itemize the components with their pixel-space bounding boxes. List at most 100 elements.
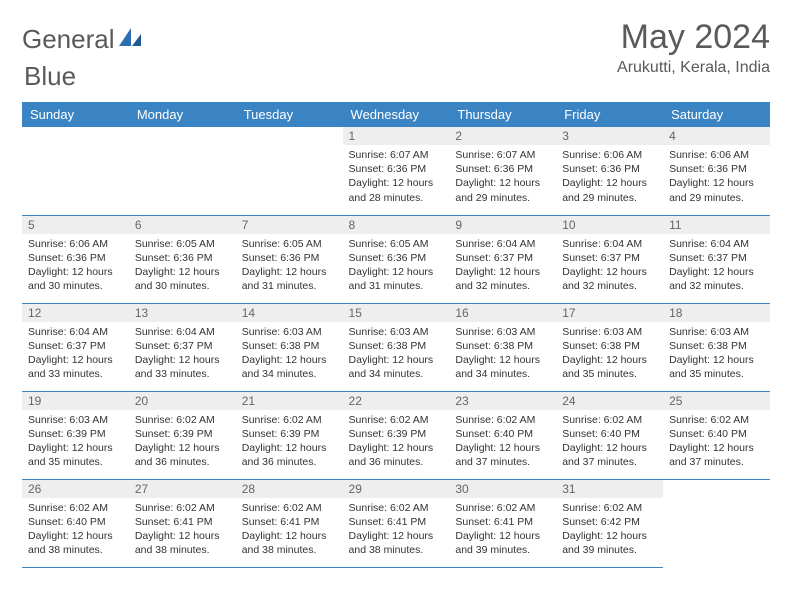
- day-number: 9: [449, 216, 556, 234]
- day-cell: 4Sunrise: 6:06 AMSunset: 6:36 PMDaylight…: [663, 127, 770, 215]
- sunset-line: Sunset: 6:39 PM: [28, 427, 123, 441]
- day-cell: 24Sunrise: 6:02 AMSunset: 6:40 PMDayligh…: [556, 391, 663, 479]
- sunset-line: Sunset: 6:37 PM: [135, 339, 230, 353]
- sunset-line: Sunset: 6:42 PM: [562, 515, 657, 529]
- sunset-line: Sunset: 6:38 PM: [669, 339, 764, 353]
- sunset-line: Sunset: 6:37 PM: [28, 339, 123, 353]
- day-cell: 6Sunrise: 6:05 AMSunset: 6:36 PMDaylight…: [129, 215, 236, 303]
- day-number: 23: [449, 392, 556, 410]
- sunrise-line: Sunrise: 6:02 AM: [349, 413, 444, 427]
- sunrise-line: Sunrise: 6:02 AM: [349, 501, 444, 515]
- day-number: 20: [129, 392, 236, 410]
- sunset-line: Sunset: 6:40 PM: [28, 515, 123, 529]
- day-number: 2: [449, 127, 556, 145]
- sunset-line: Sunset: 6:36 PM: [28, 251, 123, 265]
- day-number: 22: [343, 392, 450, 410]
- daylight-line: Daylight: 12 hours and 29 minutes.: [455, 176, 550, 204]
- day-number: 16: [449, 304, 556, 322]
- sunset-line: Sunset: 6:39 PM: [349, 427, 444, 441]
- day-body: Sunrise: 6:02 AMSunset: 6:41 PMDaylight:…: [449, 498, 556, 562]
- daylight-line: Daylight: 12 hours and 29 minutes.: [669, 176, 764, 204]
- daylight-line: Daylight: 12 hours and 36 minutes.: [135, 441, 230, 469]
- sunrise-line: Sunrise: 6:02 AM: [28, 501, 123, 515]
- sunset-line: Sunset: 6:39 PM: [135, 427, 230, 441]
- sunrise-line: Sunrise: 6:02 AM: [135, 413, 230, 427]
- daylight-line: Daylight: 12 hours and 34 minutes.: [455, 353, 550, 381]
- calendar-week-row: 5Sunrise: 6:06 AMSunset: 6:36 PMDaylight…: [22, 215, 770, 303]
- day-body: Sunrise: 6:05 AMSunset: 6:36 PMDaylight:…: [129, 234, 236, 298]
- day-body: Sunrise: 6:02 AMSunset: 6:40 PMDaylight:…: [449, 410, 556, 474]
- daylight-line: Daylight: 12 hours and 32 minutes.: [562, 265, 657, 293]
- daylight-line: Daylight: 12 hours and 38 minutes.: [135, 529, 230, 557]
- empty-day: [22, 127, 129, 145]
- sunset-line: Sunset: 6:39 PM: [242, 427, 337, 441]
- day-body: Sunrise: 6:02 AMSunset: 6:40 PMDaylight:…: [22, 498, 129, 562]
- day-body: Sunrise: 6:02 AMSunset: 6:41 PMDaylight:…: [343, 498, 450, 562]
- day-body: Sunrise: 6:06 AMSunset: 6:36 PMDaylight:…: [556, 145, 663, 209]
- sunrise-line: Sunrise: 6:02 AM: [455, 501, 550, 515]
- sunset-line: Sunset: 6:37 PM: [562, 251, 657, 265]
- day-cell: 29Sunrise: 6:02 AMSunset: 6:41 PMDayligh…: [343, 479, 450, 567]
- calendar-week-row: 19Sunrise: 6:03 AMSunset: 6:39 PMDayligh…: [22, 391, 770, 479]
- sunset-line: Sunset: 6:38 PM: [349, 339, 444, 353]
- day-body: Sunrise: 6:03 AMSunset: 6:39 PMDaylight:…: [22, 410, 129, 474]
- day-cell: 30Sunrise: 6:02 AMSunset: 6:41 PMDayligh…: [449, 479, 556, 567]
- day-cell: 20 Sunrise: 6:02 AMSunset: 6:39 PMDayligh…: [129, 391, 236, 479]
- weekday-header: Friday: [556, 102, 663, 127]
- sunrise-line: Sunrise: 6:02 AM: [455, 413, 550, 427]
- day-cell: 14Sunrise: 6:03 AMSunset: 6:38 PMDayligh…: [236, 303, 343, 391]
- empty-day: [236, 127, 343, 145]
- sunrise-line: Sunrise: 6:02 AM: [562, 501, 657, 515]
- daylight-line: Daylight: 12 hours and 32 minutes.: [669, 265, 764, 293]
- day-cell: 31Sunrise: 6:02 AMSunset: 6:42 PMDayligh…: [556, 479, 663, 567]
- weekday-header: Saturday: [663, 102, 770, 127]
- sunset-line: Sunset: 6:36 PM: [349, 162, 444, 176]
- day-body: Sunrise: 6:02 AMSunset: 6:41 PMDaylight:…: [236, 498, 343, 562]
- sunrise-line: Sunrise: 6:02 AM: [562, 413, 657, 427]
- day-number: 25: [663, 392, 770, 410]
- calendar-table: Sunday Monday Tuesday Wednesday Thursday…: [22, 102, 770, 568]
- day-cell: 17Sunrise: 6:03 AMSunset: 6:38 PMDayligh…: [556, 303, 663, 391]
- daylight-line: Daylight: 12 hours and 35 minutes.: [669, 353, 764, 381]
- sunrise-line: Sunrise: 6:04 AM: [669, 237, 764, 251]
- day-number: 18: [663, 304, 770, 322]
- day-cell: [663, 479, 770, 567]
- daylight-line: Daylight: 12 hours and 37 minutes.: [669, 441, 764, 469]
- day-body: Sunrise: 6:06 AMSunset: 6:36 PMDaylight:…: [663, 145, 770, 209]
- day-number: 28: [236, 480, 343, 498]
- day-cell: 1Sunrise: 6:07 AMSunset: 6:36 PMDaylight…: [343, 127, 450, 215]
- day-number: 30: [449, 480, 556, 498]
- daylight-line: Daylight: 12 hours and 32 minutes.: [455, 265, 550, 293]
- day-body: Sunrise: 6:03 AMSunset: 6:38 PMDaylight:…: [236, 322, 343, 386]
- sunset-line: Sunset: 6:41 PM: [349, 515, 444, 529]
- day-body: Sunrise: 6:04 AMSunset: 6:37 PMDaylight:…: [556, 234, 663, 298]
- daylight-line: Daylight: 12 hours and 39 minutes.: [455, 529, 550, 557]
- sunset-line: Sunset: 6:36 PM: [455, 162, 550, 176]
- day-body: Sunrise: 6:04 AMSunset: 6:37 PMDaylight:…: [449, 234, 556, 298]
- sunrise-line: Sunrise: 6:04 AM: [135, 325, 230, 339]
- empty-day: [663, 480, 770, 498]
- weekday-header: Wednesday: [343, 102, 450, 127]
- sunset-line: Sunset: 6:38 PM: [455, 339, 550, 353]
- day-body: Sunrise: 6:03 AMSunset: 6:38 PMDaylight:…: [449, 322, 556, 386]
- daylight-line: Daylight: 12 hours and 36 minutes.: [242, 441, 337, 469]
- day-number: 21: [236, 392, 343, 410]
- day-body: Sunrise: 6:02 AMSunset: 6:41 PMDaylight:…: [129, 498, 236, 562]
- day-cell: 25Sunrise: 6:02 AMSunset: 6:40 PMDayligh…: [663, 391, 770, 479]
- day-cell: 13Sunrise: 6:04 AMSunset: 6:37 PMDayligh…: [129, 303, 236, 391]
- logo-text-2: Blue: [24, 61, 76, 92]
- day-cell: 11Sunrise: 6:04 AMSunset: 6:37 PMDayligh…: [663, 215, 770, 303]
- sunrise-line: Sunrise: 6:06 AM: [669, 148, 764, 162]
- sunset-line: Sunset: 6:37 PM: [669, 251, 764, 265]
- day-cell: 21Sunrise: 6:02 AMSunset: 6:39 PMDayligh…: [236, 391, 343, 479]
- sunrise-line: Sunrise: 6:05 AM: [135, 237, 230, 251]
- sunset-line: Sunset: 6:38 PM: [242, 339, 337, 353]
- day-body: Sunrise: 6:02 AMSunset: 6:39 PMDaylight:…: [343, 410, 450, 474]
- sunrise-line: Sunrise: 6:04 AM: [562, 237, 657, 251]
- day-cell: 5Sunrise: 6:06 AMSunset: 6:36 PMDaylight…: [22, 215, 129, 303]
- sunrise-line: Sunrise: 6:05 AM: [242, 237, 337, 251]
- day-number: 11: [663, 216, 770, 234]
- day-number: 8: [343, 216, 450, 234]
- day-body: Sunrise: 6:04 AMSunset: 6:37 PMDaylight:…: [663, 234, 770, 298]
- day-cell: 12Sunrise: 6:04 AMSunset: 6:37 PMDayligh…: [22, 303, 129, 391]
